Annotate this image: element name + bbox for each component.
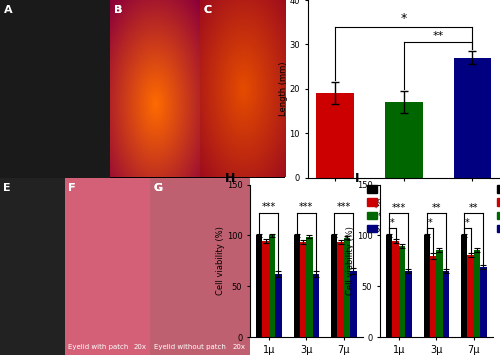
Bar <box>331 235 338 337</box>
Bar <box>350 271 356 337</box>
Bar <box>424 235 430 337</box>
Bar <box>436 250 442 337</box>
Text: *: * <box>465 218 470 228</box>
Text: *: * <box>390 218 395 228</box>
Text: Eyelid with patch: Eyelid with patch <box>68 344 129 350</box>
Text: **: ** <box>432 203 441 213</box>
Text: ***: *** <box>299 202 314 212</box>
Text: B: B <box>114 5 122 15</box>
Y-axis label: Cell viability (%): Cell viability (%) <box>346 226 355 295</box>
Text: B: B <box>114 5 122 15</box>
Text: 20x: 20x <box>233 344 246 350</box>
Text: **: ** <box>469 203 478 213</box>
Bar <box>405 271 411 337</box>
Bar <box>480 267 486 337</box>
Bar <box>430 256 436 337</box>
Bar <box>262 241 269 337</box>
X-axis label: Schirmer test: Schirmer test <box>376 225 432 234</box>
Bar <box>386 235 392 337</box>
Bar <box>300 242 306 337</box>
Text: *: * <box>428 218 432 228</box>
Text: ***: *** <box>336 202 351 212</box>
Bar <box>399 246 405 337</box>
Text: G: G <box>154 183 163 193</box>
Bar <box>474 250 480 337</box>
Text: ***: *** <box>392 203 406 213</box>
Text: A: A <box>4 5 13 15</box>
Legend: Control, GNRs@Pd, Au rods, Au: Control, GNRs@Pd, Au rods, Au <box>364 181 429 237</box>
Bar <box>344 237 350 337</box>
Y-axis label: Length (mm): Length (mm) <box>279 61 288 116</box>
Text: I: I <box>355 173 360 185</box>
Bar <box>275 274 281 337</box>
Text: **: ** <box>432 31 444 41</box>
Text: E: E <box>2 183 10 193</box>
Text: 20x: 20x <box>134 344 146 350</box>
Bar <box>392 241 399 337</box>
Text: C: C <box>204 5 212 15</box>
Bar <box>385 102 422 178</box>
Bar <box>316 93 354 178</box>
Text: C: C <box>204 5 212 15</box>
Bar <box>454 58 491 178</box>
Text: D: D <box>278 0 289 2</box>
Y-axis label: Cell viability (%): Cell viability (%) <box>216 226 225 295</box>
Bar <box>461 235 468 337</box>
Text: F: F <box>68 183 76 193</box>
Bar <box>306 236 312 337</box>
Bar <box>468 255 474 337</box>
Bar <box>269 235 275 337</box>
Text: F: F <box>68 183 76 193</box>
Bar <box>442 271 449 337</box>
Text: H: H <box>225 173 235 185</box>
Bar <box>338 242 344 337</box>
Bar <box>294 235 300 337</box>
Bar <box>256 235 262 337</box>
Text: *: * <box>400 12 407 25</box>
Text: ***: *** <box>262 202 276 212</box>
Text: Eyelid without patch: Eyelid without patch <box>154 344 226 350</box>
Bar <box>312 274 319 337</box>
Legend: Control, GNRs@Pd, Au rods, Au: Control, GNRs@Pd, Au rods, Au <box>494 181 500 237</box>
Text: G: G <box>154 183 163 193</box>
